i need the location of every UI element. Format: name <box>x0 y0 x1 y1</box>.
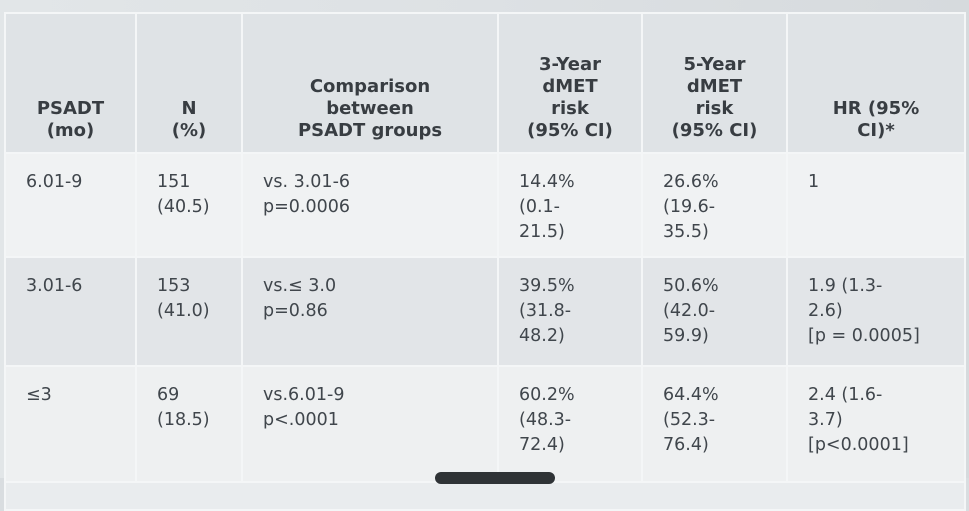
header-hr: HR (95% CI)* <box>786 12 966 154</box>
header-n: N (%) <box>135 12 243 154</box>
header-3yr-risk: 3-Year dMET risk (95% CI) <box>497 12 643 154</box>
cell-psadt: 6.01-9 <box>4 152 137 258</box>
cell-5yr-risk: 26.6% (19.6- 35.5) <box>641 152 788 258</box>
cell-3yr-risk: 39.5% (31.8- 48.2) <box>497 256 643 367</box>
cell-comparison: vs.6.01-9 p<.0001 <box>241 365 499 483</box>
header-row: PSADT (mo) N (%) Comparison between PSAD… <box>4 12 966 154</box>
cell-comparison: vs.≤ 3.0 p=0.86 <box>241 256 499 367</box>
scroll-handle[interactable] <box>435 472 555 484</box>
cell-n: 151 (40.5) <box>135 152 243 258</box>
footer-cell <box>4 481 966 511</box>
table-row: ≤3 69 (18.5) vs.6.01-9 p<.0001 60.2% (48… <box>4 365 966 483</box>
psadt-dmet-risk-table: PSADT (mo) N (%) Comparison between PSAD… <box>4 12 966 511</box>
cell-comparison: vs. 3.01-6 p=0.0006 <box>241 152 499 258</box>
cell-hr: 1 <box>786 152 966 258</box>
cell-hr: 2.4 (1.6- 3.7) [p<0.0001] <box>786 365 966 483</box>
cell-n: 69 (18.5) <box>135 365 243 483</box>
cell-5yr-risk: 64.4% (52.3- 76.4) <box>641 365 788 483</box>
table-footer-row <box>4 481 966 511</box>
cell-3yr-risk: 60.2% (48.3- 72.4) <box>497 365 643 483</box>
cell-3yr-risk: 14.4% (0.1- 21.5) <box>497 152 643 258</box>
cell-hr: 1.9 (1.3- 2.6) [p = 0.0005] <box>786 256 966 367</box>
cell-psadt: ≤3 <box>4 365 137 483</box>
cell-n: 153 (41.0) <box>135 256 243 367</box>
header-5yr-risk: 5-Year dMET risk (95% CI) <box>641 12 788 154</box>
table-row: 3.01-6 153 (41.0) vs.≤ 3.0 p=0.86 39.5% … <box>4 256 966 367</box>
cell-5yr-risk: 50.6% (42.0- 59.9) <box>641 256 788 367</box>
table-row: 6.01-9 151 (40.5) vs. 3.01-6 p=0.0006 14… <box>4 152 966 258</box>
cell-psadt: 3.01-6 <box>4 256 137 367</box>
header-comparison: Comparison between PSADT groups <box>241 12 499 154</box>
header-psadt: PSADT (mo) <box>4 12 137 154</box>
